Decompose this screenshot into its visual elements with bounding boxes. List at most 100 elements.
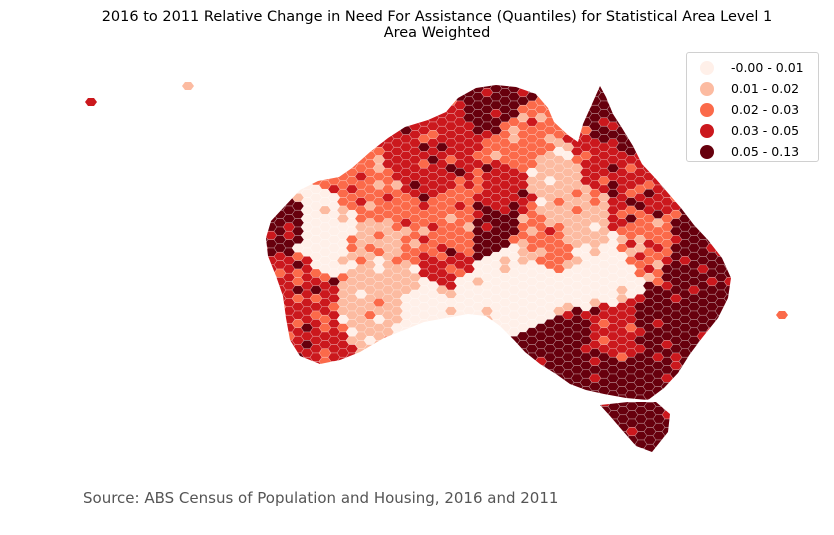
hex-cell [651, 100, 665, 110]
hex-cell [354, 130, 368, 139]
hex-cell [418, 76, 430, 84]
hex-cell [372, 121, 386, 131]
hex-cell [266, 268, 269, 278]
hex-cell [661, 444, 670, 452]
hex-cell [687, 201, 701, 211]
hex-cell [381, 386, 395, 396]
hex-cell [714, 348, 728, 358]
hex-cell [291, 85, 305, 93]
hex-cell [660, 130, 674, 139]
hex-cell [651, 159, 665, 169]
hex-cell [363, 126, 377, 135]
hex-cell [651, 168, 665, 177]
hex-cell [291, 394, 305, 400]
hex-cell [705, 218, 719, 228]
hex-cell [390, 113, 404, 123]
hex-cell [381, 378, 395, 387]
hex-cell [300, 399, 314, 400]
hex-cell [266, 96, 278, 106]
hex-cell [408, 96, 422, 106]
hex-cell [723, 210, 731, 219]
hex-cell [417, 327, 431, 337]
hex-cell [624, 85, 638, 89]
hex-cell [723, 310, 731, 320]
hex-cell [471, 386, 485, 396]
hex-cell [282, 163, 296, 173]
hex-cell [291, 386, 305, 396]
hex-cell [453, 378, 467, 387]
hex-cell [318, 390, 332, 400]
hex-cell [282, 172, 296, 181]
hex-cell [642, 113, 656, 123]
hex-cell [678, 399, 692, 400]
hex-cell [454, 76, 466, 84]
hex-cell [723, 176, 731, 186]
hex-cell [309, 159, 323, 169]
hex-cell [498, 399, 512, 400]
hex-cell [480, 399, 494, 400]
hex-cell [273, 319, 287, 328]
hex-cell [669, 126, 683, 135]
hex-cell [525, 386, 539, 396]
hex-cell [723, 193, 731, 202]
hex-cell [266, 310, 269, 320]
hex-cell [633, 109, 647, 118]
hex-cell [266, 163, 278, 173]
hex-cell [291, 92, 305, 102]
hex-cell [282, 96, 296, 106]
hex-cell [696, 390, 710, 400]
hex-cell [266, 277, 269, 286]
hex-cell [266, 273, 278, 282]
hex-cell [570, 96, 584, 106]
hex-cell [534, 373, 548, 383]
hex-cell [580, 76, 592, 84]
hex-cell [642, 130, 656, 139]
hex-cell [705, 378, 719, 387]
hex-cell [266, 85, 278, 89]
hex-cell [266, 323, 278, 333]
hex-cell [372, 113, 386, 123]
hex-cell [600, 431, 612, 441]
hex-cell [266, 302, 269, 312]
hex-cell [696, 163, 710, 173]
hex-cell [472, 76, 484, 84]
hex-cell [696, 214, 710, 223]
hex-cell [300, 172, 314, 181]
hex-cell [390, 96, 404, 106]
hex-cell [327, 378, 341, 387]
hex-cell [607, 435, 621, 445]
hex-cell [336, 399, 350, 400]
hex-cell [606, 85, 620, 89]
map-title-line-2: Area Weighted [383, 25, 491, 41]
hex-cell [354, 121, 368, 131]
hex-cell [714, 357, 728, 366]
hex-cell [471, 369, 485, 379]
hex-cell [399, 336, 413, 345]
hex-cell [507, 394, 521, 400]
hex-cell [266, 88, 278, 97]
hex-cell [363, 352, 377, 362]
hex-cell [453, 319, 467, 328]
hex-cell [408, 113, 422, 123]
hex-cell [318, 138, 332, 148]
hex-cell [705, 176, 719, 186]
hex-cell [309, 85, 323, 93]
hex-cell [354, 138, 368, 148]
legend-swatch [700, 144, 714, 159]
hex-cell [660, 121, 674, 131]
hex-cell [266, 138, 278, 148]
hex-cell [462, 390, 476, 400]
hex-cell [336, 113, 350, 123]
hex-cell [266, 201, 269, 211]
hex-cell [408, 382, 422, 391]
hex-cell [516, 399, 530, 400]
hex-cell [408, 331, 422, 341]
hex-cell [399, 378, 413, 387]
hex-cell [480, 331, 494, 341]
hex-cell [282, 373, 296, 383]
hex-cell [705, 369, 719, 379]
hex-cell [266, 348, 278, 358]
hex-cell [390, 85, 404, 89]
hex-cell [642, 85, 656, 89]
hex-cell [336, 365, 350, 375]
